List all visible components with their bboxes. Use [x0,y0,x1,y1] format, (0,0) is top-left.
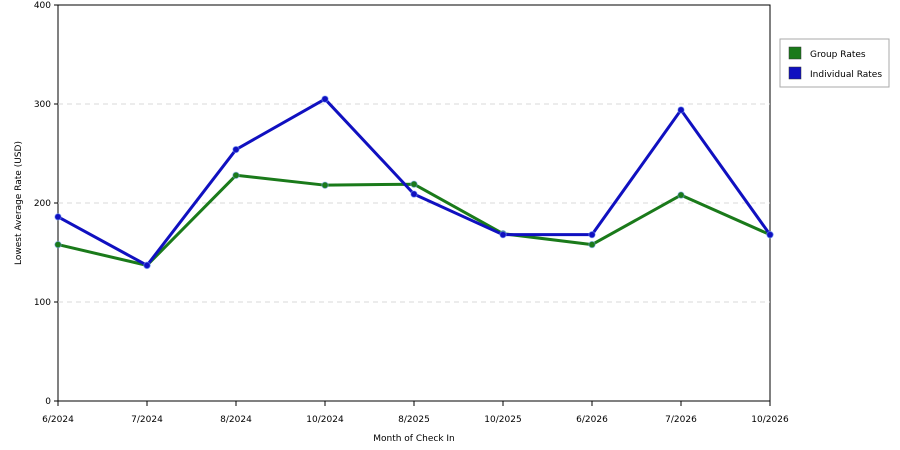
individual-rates-point [766,230,774,239]
y-axis-title: Lowest Average Rate (USD) [14,141,24,265]
series-lines [54,95,774,270]
individual-rates-point [54,213,62,221]
x-tick-label: 6/2026 [576,415,608,425]
x-axis-title: Month of Check In [373,434,455,444]
individual-rates-point [499,230,507,239]
x-tick-label: 6/2024 [42,415,74,425]
x-tick-label: 10/2024 [306,415,344,425]
group-rates-point [54,240,62,249]
group-rates-point [588,240,596,249]
group-rates-point [677,191,685,199]
gridlines [58,103,770,303]
individual-rates-point [588,230,596,239]
x-tick-label: 8/2025 [398,415,430,425]
y-tick-label: 100 [34,298,51,308]
x-tick-label: 8/2024 [220,415,252,425]
legend-swatch-group-rates [788,46,802,60]
individual-rates-point [677,106,685,114]
y-tick-label: 300 [34,100,51,110]
x-axis: 6/2024 7/2024 8/2024 10/2024 8/2025 10/2025 6/… [42,401,789,425]
legend-label-individual-rates: Individual Rates [810,70,882,80]
individual-rates-point [232,145,240,154]
legend-label-group-rates: Group Rates [810,50,866,60]
individual-rates-point [143,261,151,270]
legend-swatch-individual-rates [788,66,802,80]
individual-rates-point [410,190,418,198]
y-tick-label: 400 [34,1,51,11]
individual-rates-point [321,95,329,103]
individual-rates-series [54,95,774,270]
x-tick-label: 10/2026 [751,415,789,425]
y-tick-label: 0 [45,397,51,407]
x-tick-label: 10/2025 [484,415,521,425]
y-axis: 0 100 200 300 400 [34,1,58,407]
legend: Group Rates Individual Rates [779,38,890,88]
y-tick-label: 200 [34,199,51,209]
x-tick-label: 7/2026 [665,415,697,425]
group-rates-point [410,180,418,188]
x-tick-label: 7/2024 [131,415,163,425]
group-rates-point [321,181,329,189]
group-rates-point [232,171,240,179]
